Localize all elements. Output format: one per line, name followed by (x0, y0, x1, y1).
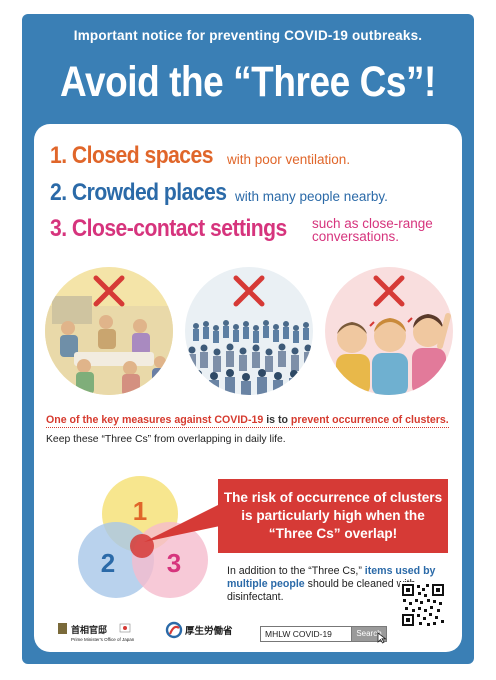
content-card: 1. Closed spaces with poor ventilation. … (34, 124, 462, 652)
keep-text: Keep these “Three Cs” from overlapping i… (46, 434, 286, 445)
kantei-logo-subtext: Prime Minister's Office of Japan (71, 637, 135, 642)
qr-code-icon[interactable] (400, 582, 446, 628)
cross-icon (373, 275, 405, 307)
cross-icon (233, 275, 265, 307)
three-cs-item-3: 3. Close-contact settings such as close-… (50, 215, 433, 243)
venn-label-3: 3 (167, 548, 181, 578)
mhlw-logo: 厚生労働省 (165, 620, 247, 651)
disinfect-part2: items used by multiple people (227, 565, 436, 590)
cursor-icon (377, 632, 387, 644)
mhlw-logo-text: 厚生労働省 (185, 625, 233, 637)
kantei-logo-text: 首相官邸 (71, 624, 107, 636)
venn-label-1: 1 (133, 496, 147, 526)
disinfect-part1: In addition to the “Three Cs,” (227, 565, 365, 577)
key-measure-part2: is to (263, 414, 291, 426)
disinfect-note: In addition to the “Three Cs,” items use… (227, 565, 452, 604)
closed-space-illustration (44, 266, 174, 396)
key-measure-part3: prevent occurrence of clusters. (290, 414, 449, 426)
callout-pointer (144, 504, 220, 542)
key-measure-part1: One of the key measures against COVID-19 (46, 414, 264, 426)
footer: 首相官邸 Prime Minister's Office of Japan 厚生… (34, 582, 462, 651)
japan-flag-icon (123, 626, 127, 630)
search-input[interactable]: MHLW COVID-19 (260, 626, 352, 642)
three-cs-venn-diagram: 1 2 3 (44, 464, 244, 614)
poster: Important notice for preventing COVID-19… (22, 14, 474, 664)
item-2-heading: 2. Crowded places (50, 179, 227, 206)
key-measure-text: One of the key measures against COVID-19… (46, 414, 449, 428)
notice-heading: Important notice for preventing COVID-19… (73, 28, 423, 43)
item-3-heading: 3. Close-contact settings (50, 215, 287, 242)
kantei-logo: 首相官邸 Prime Minister's Office of Japan (58, 622, 158, 649)
venn-label-2: 2 (101, 548, 115, 578)
disinfect-part3: should be cleaned with disinfectant. (227, 578, 416, 603)
risk-callout: The risk of occurrence of clusters is pa… (218, 479, 448, 553)
main-title: Avoid the “Three Cs”! (60, 58, 436, 106)
item-1-heading: 1. Closed spaces (50, 142, 213, 169)
kantei-emblem-icon (58, 623, 67, 634)
item-3-description: such as close-range conversations. (312, 216, 433, 244)
venn-overlap (130, 534, 154, 558)
three-cs-item-1: 1. Closed spaces with poor ventilation. (50, 142, 350, 170)
mhlw-emblem-icon (165, 621, 183, 639)
crowded-place-illustration (184, 266, 314, 396)
item-2-description: with many people nearby. (235, 189, 388, 204)
item-1-description: with poor ventilation. (227, 152, 351, 167)
close-contact-illustration (324, 266, 454, 396)
cross-icon (93, 275, 125, 307)
three-cs-item-2: 2. Crowded places with many people nearb… (50, 179, 388, 207)
